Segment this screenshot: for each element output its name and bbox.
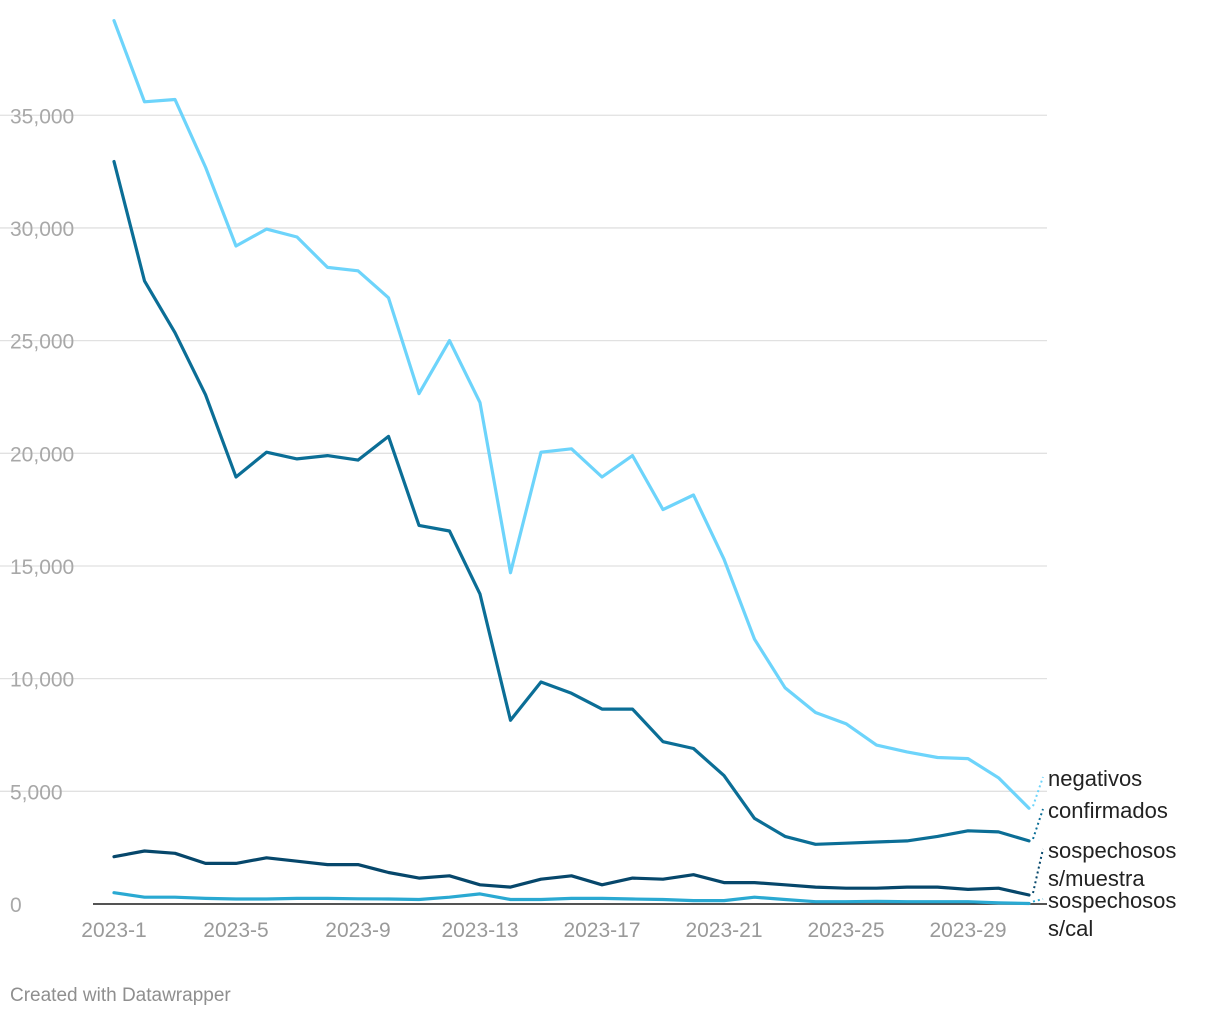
series-label-text: sospechosos: [1048, 838, 1176, 863]
x-tick-label: 2023-1: [81, 919, 146, 942]
x-tick-label: 2023-21: [685, 919, 762, 942]
series-line-confirmados: [112, 159, 1031, 846]
series-lines: [112, 19, 1031, 906]
y-tick-label: 30,000: [10, 218, 74, 241]
y-axis-ticks: 0 5,000 10,000 15,000 20,000 25,000 30,000 35,0…: [10, 105, 74, 917]
y-tick-label: 10,000: [10, 669, 74, 692]
y-tick-label: 20,000: [10, 443, 74, 466]
series-label-text: s/cal: [1048, 916, 1093, 941]
gridlines: [0, 114, 1047, 905]
label-leader-sospechosos-s-muestra: [1032, 848, 1044, 894]
x-tick-label: 2023-13: [441, 919, 518, 942]
x-tick-label: 2023-5: [203, 919, 268, 942]
datawrapper-credit: Created with Datawrapper: [10, 985, 231, 1006]
x-tick-label: 2023-9: [325, 919, 390, 942]
x-tick-label: 2023-17: [563, 919, 640, 942]
series-label-text: s/muestra: [1048, 866, 1145, 891]
label-leader-sospechosos-s-cal: [1032, 898, 1044, 903]
y-tick-label: 15,000: [10, 556, 74, 579]
y-tick-label: 25,000: [10, 331, 74, 354]
label-leader-negativos: [1032, 776, 1044, 807]
x-tick-label: 2023-29: [929, 919, 1006, 942]
y-tick-label: 5,000: [10, 781, 63, 804]
line-chart: 0 5,000 10,000 15,000 20,000 25,000 30,000 35,0…: [0, 19, 1176, 942]
x-tick-label: 2023-25: [807, 919, 884, 942]
series-labels: negativosconfirmadossospechososs/muestra…: [1032, 766, 1176, 941]
series-line-sospechosos-s-muestra: [112, 849, 1031, 897]
x-axis-ticks: 2023-1 2023-5 2023-9 2023-13 2023-17 2023-21 2…: [81, 919, 1006, 942]
series-label-text: sospechosos: [1048, 888, 1176, 913]
y-tick-label: 0: [10, 894, 22, 917]
series-line-sospechosos-s-cal: [112, 891, 1031, 906]
series-line-negativos: [112, 19, 1031, 810]
series-label-text: negativos: [1048, 766, 1142, 791]
label-leader-confirmados: [1032, 808, 1044, 840]
series-label-text: confirmados: [1048, 798, 1168, 823]
y-tick-label: 35,000: [10, 105, 74, 128]
